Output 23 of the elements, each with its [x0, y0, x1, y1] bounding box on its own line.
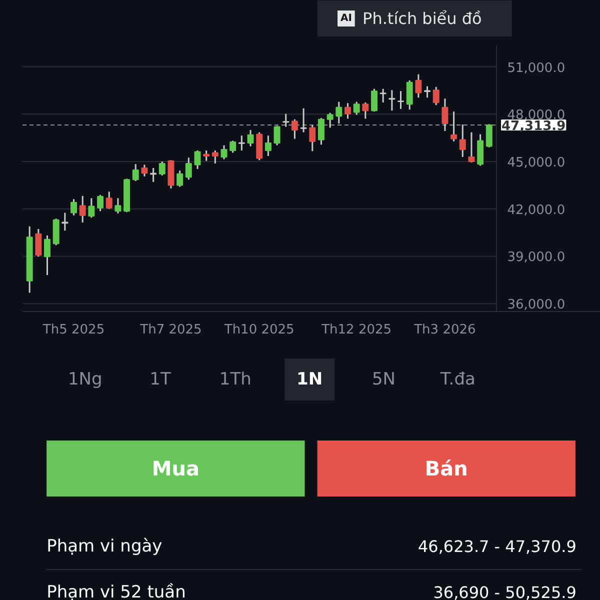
text: 1T: [150, 370, 172, 390]
text: Mua: [152, 456, 200, 480]
y-tick-label: 51,000.0: [507, 60, 566, 76]
text: AI: [340, 13, 352, 24]
text: 1Ng: [68, 370, 102, 390]
text: Bán: [424, 456, 468, 480]
x-tick-label: Th3 2026: [413, 322, 476, 338]
text: 1N: [296, 370, 323, 390]
text: 46,623.7 - 47,370.9: [418, 537, 576, 556]
y-tick-label: 42,000.0: [507, 202, 566, 218]
text: 5N: [372, 370, 396, 390]
text: Ph.tích biểu đồ: [362, 9, 482, 28]
text: T.đa: [439, 370, 476, 390]
text: 1Th: [219, 370, 252, 390]
x-tick-label: Th12 2025: [320, 322, 392, 338]
x-tick-label: Th10 2025: [223, 322, 294, 338]
y-tick-label: 36,000.0: [507, 298, 566, 313]
text: Phạm vi ngày: [46, 536, 162, 556]
y-tick-label: 45,000.0: [507, 156, 566, 171]
x-tick-label: Th5 2025: [42, 322, 105, 338]
x-tick-label: Th7 2025: [139, 322, 202, 338]
text: 36,690 - 50,525.9: [433, 583, 576, 600]
y-tick-label: 39,000.0: [507, 250, 566, 266]
